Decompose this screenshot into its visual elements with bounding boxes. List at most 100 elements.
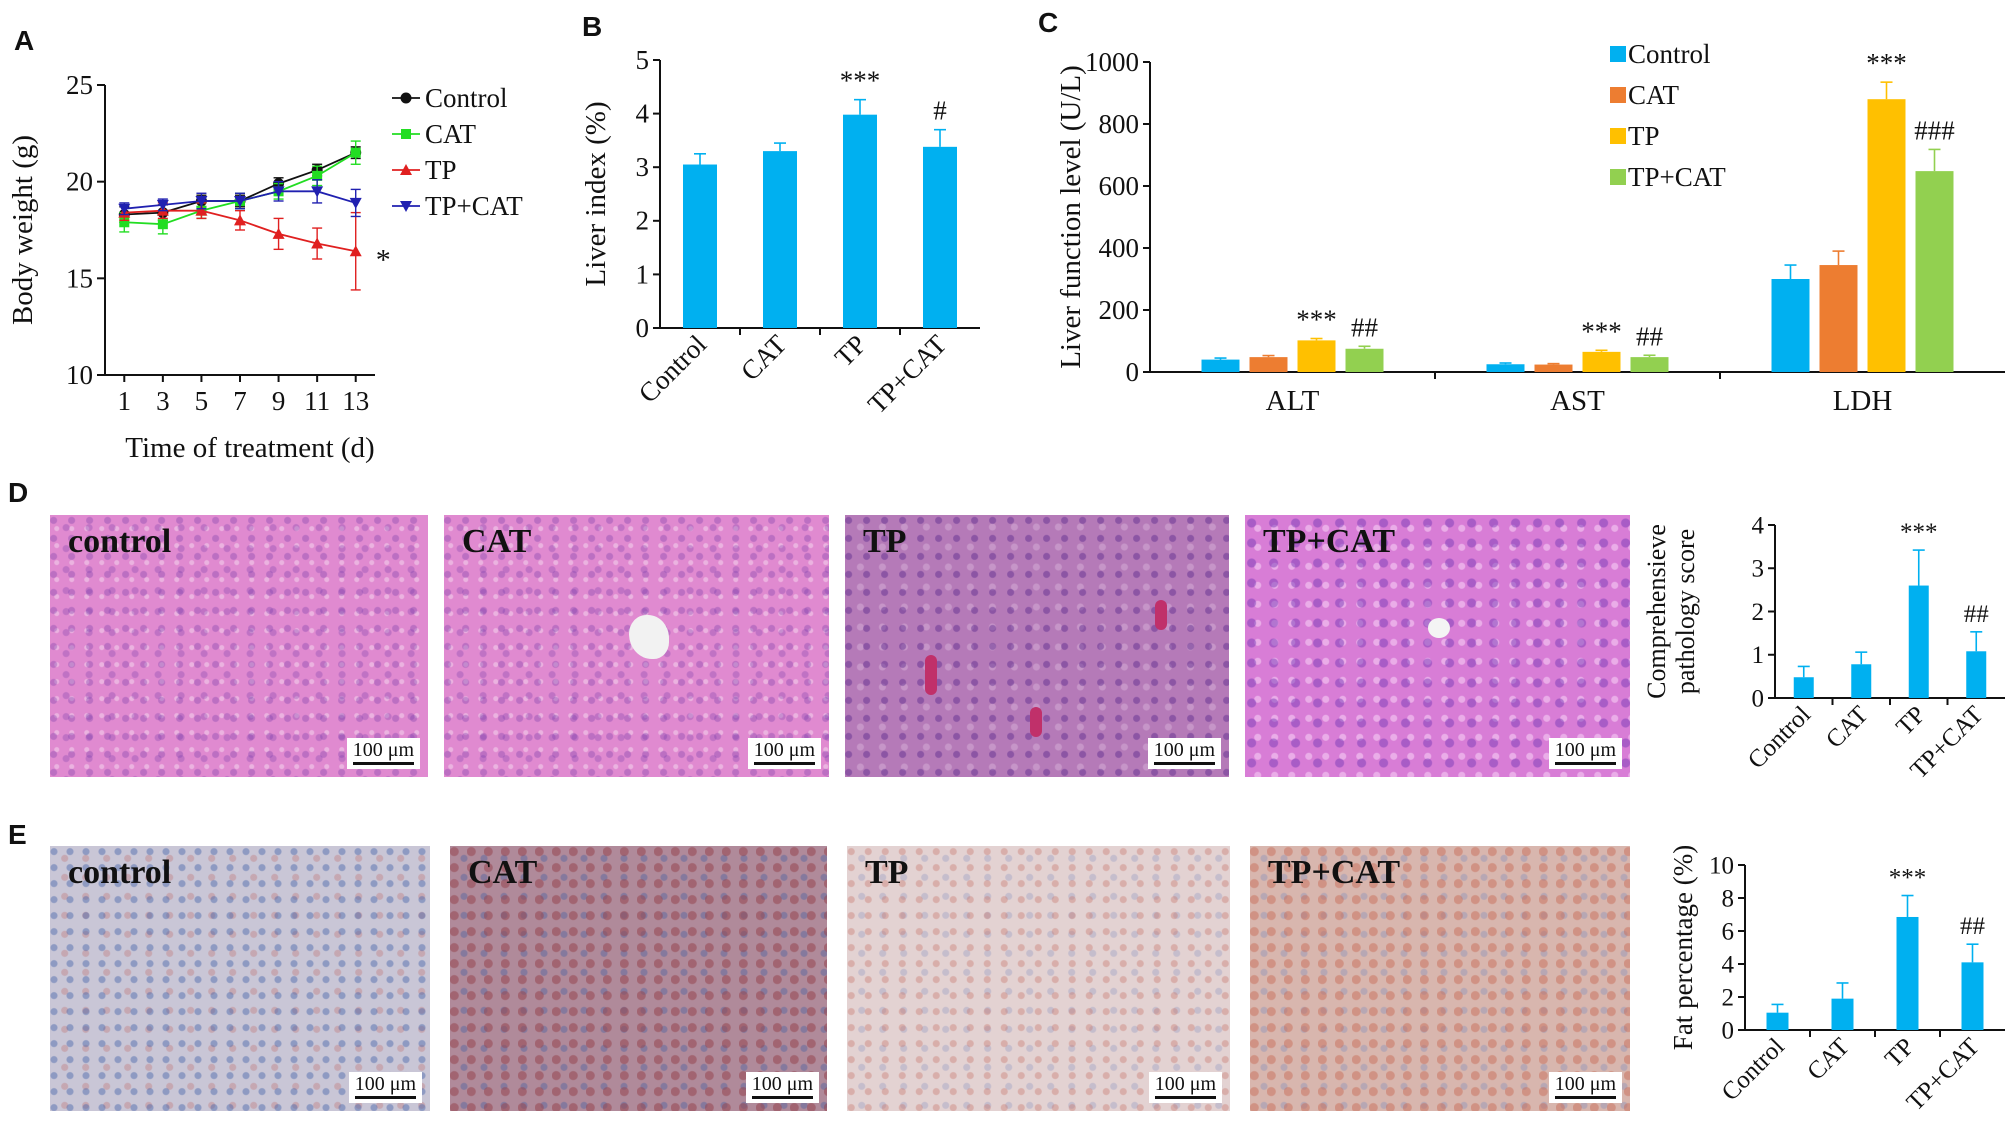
significance-mark: * bbox=[376, 243, 391, 276]
bar-ldh-3 bbox=[1915, 171, 1954, 372]
y-axis-label: Comprehensieve bbox=[1642, 524, 1671, 699]
y-axis-label: pathology score bbox=[1671, 529, 1700, 694]
marker-triangle-down bbox=[234, 196, 246, 207]
central-vein bbox=[629, 615, 669, 659]
bar-ast-2 bbox=[1582, 351, 1621, 372]
panel-letter-c: C bbox=[1038, 7, 1058, 38]
significance-mark: *** bbox=[1889, 865, 1927, 892]
y-tick-label: 15 bbox=[66, 263, 93, 293]
scale-bar: 100 μm bbox=[747, 738, 821, 769]
micrograph-label: control bbox=[68, 854, 172, 891]
x-tick-label: TP+CAT bbox=[1902, 1033, 1985, 1116]
y-tick-label: 400 bbox=[1099, 233, 1140, 263]
marker-triangle-down bbox=[272, 186, 285, 198]
bar-cat bbox=[1851, 664, 1872, 698]
legend-label: CAT bbox=[1628, 80, 1680, 110]
x-tick-label: CAT bbox=[1821, 701, 1873, 753]
significance-mark: *** bbox=[1581, 316, 1622, 346]
legend-swatch bbox=[1610, 87, 1626, 103]
y-axis-label: Body weight (g) bbox=[7, 135, 39, 325]
marker-square bbox=[119, 217, 130, 228]
significance-mark: *** bbox=[840, 66, 881, 96]
legend-label: CAT bbox=[425, 119, 477, 149]
legend-label: Control bbox=[425, 83, 508, 113]
y-tick-label: 5 bbox=[636, 45, 650, 75]
bar-alt-3 bbox=[1345, 348, 1384, 372]
panel-letter-e: E bbox=[8, 819, 27, 850]
panel-letter-a: A bbox=[14, 25, 34, 56]
marker-circle bbox=[400, 92, 412, 104]
bar-tp-cat bbox=[923, 146, 957, 328]
y-tick-label: 2 bbox=[636, 206, 650, 236]
y-tick-label: 1 bbox=[1752, 642, 1765, 669]
scale-bar: 100 μm bbox=[1147, 738, 1221, 769]
bar-alt-0 bbox=[1201, 359, 1240, 372]
scale-bar: 100 μm bbox=[1148, 1072, 1222, 1103]
he-image-control: control 100 μm bbox=[50, 515, 428, 777]
y-tick-label: 200 bbox=[1099, 295, 1140, 325]
micrograph-label: CAT bbox=[468, 854, 538, 891]
micrograph-label: TP+CAT bbox=[1268, 854, 1401, 891]
marker-square bbox=[157, 219, 168, 230]
bar-ldh-2 bbox=[1867, 99, 1906, 372]
significance-mark: ## bbox=[1636, 321, 1664, 351]
legend-label: Control bbox=[1628, 39, 1711, 69]
y-tick-label: 2 bbox=[1752, 599, 1765, 626]
y-tick-label: 1000 bbox=[1085, 47, 1139, 77]
bar-tp-cat bbox=[1961, 962, 1984, 1030]
panel-letter-d: D bbox=[8, 477, 28, 508]
micrograph-label: TP bbox=[865, 854, 909, 891]
marker-square bbox=[350, 147, 361, 158]
bar-tp-cat bbox=[1966, 651, 1987, 698]
marker-triangle bbox=[195, 204, 208, 216]
he-image-cat: CAT 100 μm bbox=[444, 515, 829, 777]
bar-control bbox=[683, 164, 717, 328]
bar-ast-0 bbox=[1486, 364, 1525, 372]
y-axis-label: Liver function level (U/L) bbox=[1055, 65, 1087, 369]
x-tick-label: AST bbox=[1550, 385, 1605, 417]
legend-label: TP bbox=[425, 155, 457, 185]
bar-cat bbox=[1831, 998, 1854, 1030]
y-axis-label: Fat percentage (%) bbox=[1668, 845, 1698, 1050]
marker-triangle bbox=[311, 237, 324, 249]
legend-swatch bbox=[1610, 169, 1626, 185]
y-tick-label: 2 bbox=[1722, 984, 1735, 1011]
y-tick-label: 25 bbox=[66, 70, 93, 100]
bar-control bbox=[1766, 1012, 1789, 1030]
y-tick-label: 20 bbox=[66, 167, 93, 197]
x-tick-label: CAT bbox=[1802, 1033, 1854, 1085]
scale-bar: 100 μm bbox=[1548, 738, 1622, 769]
marker-triangle-down bbox=[349, 197, 362, 209]
micrograph-label: TP bbox=[863, 523, 907, 560]
y-tick-label: 0 bbox=[1126, 357, 1140, 387]
hemorrhage-spot bbox=[1155, 600, 1167, 630]
marker-triangle-down bbox=[118, 203, 131, 215]
significance-mark: ## bbox=[1964, 601, 1990, 628]
x-tick-label: TP bbox=[1880, 1033, 1920, 1073]
y-tick-label: 800 bbox=[1099, 109, 1140, 139]
marker-square bbox=[401, 129, 411, 139]
significance-mark: *** bbox=[1866, 48, 1907, 78]
oil-red-image-cat: CAT 100 μm bbox=[450, 846, 827, 1111]
y-tick-label: 600 bbox=[1099, 171, 1140, 201]
bar-tp bbox=[843, 114, 877, 328]
significance-mark: *** bbox=[1296, 305, 1337, 335]
y-tick-label: 0 bbox=[636, 313, 650, 343]
y-tick-label: 1 bbox=[636, 259, 650, 289]
bar-ldh-1 bbox=[1819, 265, 1858, 372]
legend-label: TP+CAT bbox=[425, 191, 523, 221]
oil-red-image-tp-cat: TP+CAT 100 μm bbox=[1250, 846, 1630, 1111]
scale-bar: 100 μm bbox=[348, 1072, 422, 1103]
oil-red-image-control: control 100 μm bbox=[50, 846, 430, 1111]
panel-e-letter-wrap: E bbox=[8, 819, 27, 850]
central-vein bbox=[1428, 618, 1450, 638]
x-tick-label: 5 bbox=[195, 386, 209, 416]
micrograph-label: control bbox=[68, 523, 172, 560]
y-tick-label: 4 bbox=[1752, 512, 1765, 539]
legend-swatch bbox=[1610, 46, 1626, 62]
y-axis-label: Liver index (%) bbox=[580, 101, 612, 286]
bar-tp bbox=[1896, 916, 1919, 1030]
